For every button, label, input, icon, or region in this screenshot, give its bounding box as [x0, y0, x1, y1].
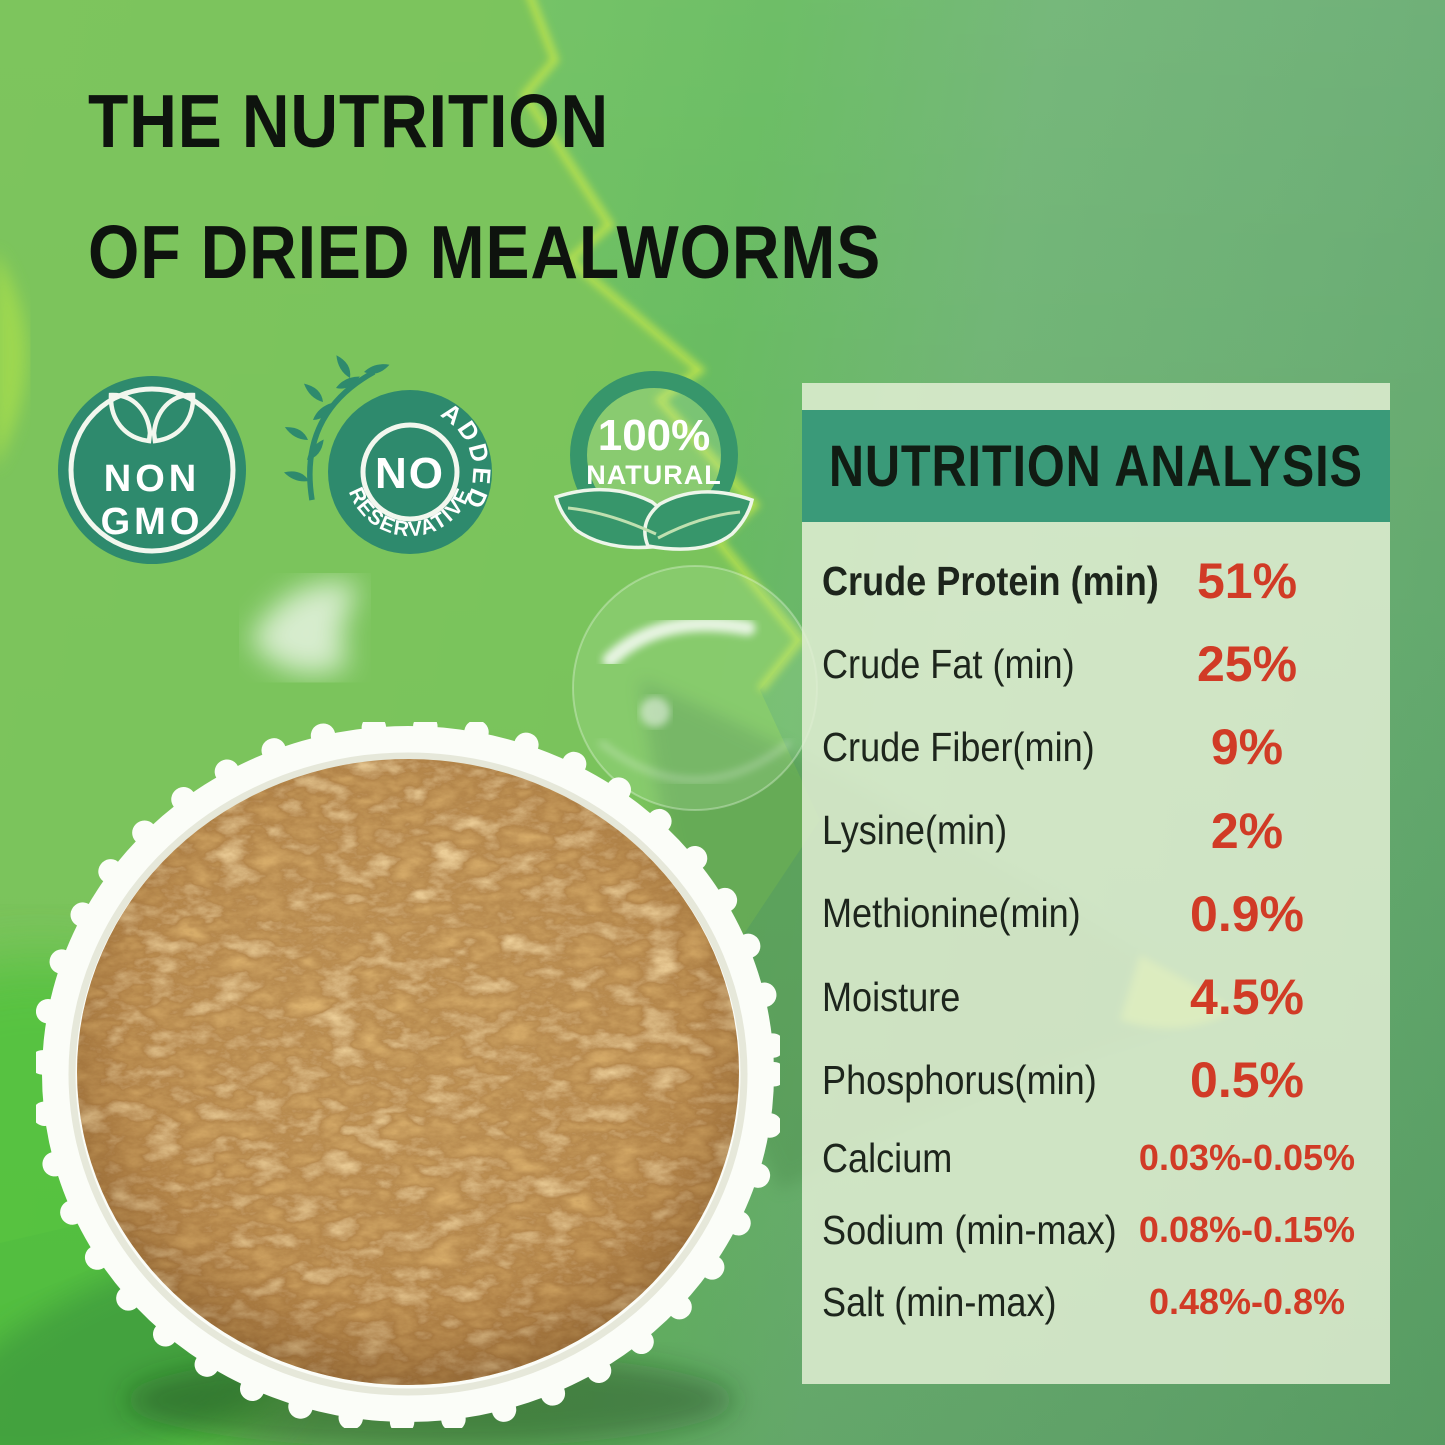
nutrient-label: Lysine(min) [822, 807, 1008, 854]
nutrient-row: Salt (min-max) 0.48%-0.8% [822, 1279, 1376, 1326]
nutrient-value: 0.03%-0.05% [1138, 1137, 1356, 1179]
non-gmo-text-top: NON [104, 458, 200, 500]
nutrient-label: Crude Fiber(min) [822, 723, 1095, 770]
leaves-icon [108, 392, 196, 444]
nutrient-label: Crude Protein (min) [822, 557, 1159, 604]
non-gmo-text-bottom: GMO [101, 501, 204, 543]
badge-disc [328, 390, 492, 554]
nutrient-row: Moisture 4.5% [822, 968, 1376, 1026]
non-gmo-badge: NON GMO [58, 376, 246, 564]
nutrient-row: Calcium 0.03%-0.05% [822, 1135, 1376, 1182]
badge-inner-ring [360, 422, 460, 522]
mealworms-shading [77, 759, 739, 1385]
nutrient-row: Sodium (min-max) 0.08%-0.15% [822, 1207, 1376, 1254]
natural-badge: 100% NATURAL [553, 371, 755, 551]
mealworms-bowl-photo [36, 722, 780, 1428]
nutrient-row: Crude Fat (min) 25% [822, 635, 1376, 693]
plate-inner-rim [68, 752, 748, 1396]
nutrient-value: 9% [1210, 719, 1284, 776]
natural-text-bottom: NATURAL [586, 460, 721, 490]
no-added-preservatives-badge: NO ADDED PRESERVATIVES [282, 348, 493, 554]
nutrient-value: 4.5% [1190, 969, 1304, 1026]
title-line-1: THE NUTRITION [88, 79, 610, 163]
nutrient-value: 0.9% [1190, 885, 1304, 942]
nutrition-header-band: NUTRITION ANALYSIS [802, 410, 1390, 522]
nutrient-value: 0.48%-0.8% [1148, 1281, 1346, 1323]
nutrient-value: 2% [1210, 802, 1284, 859]
nutrient-value: 0.5% [1190, 1052, 1304, 1109]
nutrition-panel: NUTRITION ANALYSIS Crude Protein (min) 5… [802, 383, 1390, 1384]
nutrient-value: 0.08%-0.15% [1138, 1209, 1356, 1251]
page-title: THE NUTRITION OF DRIED MEALWORMS [88, 84, 881, 290]
nutrient-label: Salt (min-max) [822, 1278, 1057, 1325]
water-droplet [572, 565, 818, 811]
nutrient-row: Phosphorus(min) 0.5% [822, 1051, 1376, 1109]
no-text: NO [375, 449, 445, 498]
nutrient-label: Methionine(min) [822, 890, 1081, 937]
nutrient-value: 51% [1196, 553, 1298, 609]
nutrient-row: Methionine(min) 0.9% [822, 885, 1376, 943]
left-edge-highlight [0, 259, 27, 459]
natural-text-top: 100% [598, 411, 711, 460]
nutrient-label: Sodium (min-max) [822, 1206, 1117, 1253]
wheat-icon [283, 352, 391, 501]
nutrition-rows: Crude Protein (min) 51% Crude Fat (min) … [802, 522, 1390, 1384]
leaf-pair-icon [553, 487, 755, 551]
nutrient-label: Calcium [822, 1134, 953, 1181]
badge-disc [58, 376, 246, 564]
nutrient-row: Lysine(min) 2% [822, 802, 1376, 860]
aloe-leaf-bright-edge [520, 0, 806, 693]
nutrient-row: Crude Protein (min) 51% [822, 552, 1376, 610]
nutrient-row: Crude Fiber(min) 9% [822, 718, 1376, 776]
nutrient-label: Moisture [822, 973, 961, 1020]
bokeh-highlight [250, 582, 360, 674]
nutrient-value: 25% [1196, 636, 1298, 693]
badge-ring [68, 386, 236, 554]
nutrient-label: Phosphorus(min) [822, 1056, 1097, 1103]
nutrient-label: Crude Fat (min) [822, 640, 1075, 687]
nutrition-header-title: NUTRITION ANALYSIS [829, 433, 1363, 499]
title-line-2: OF DRIED MEALWORMS [88, 210, 882, 294]
